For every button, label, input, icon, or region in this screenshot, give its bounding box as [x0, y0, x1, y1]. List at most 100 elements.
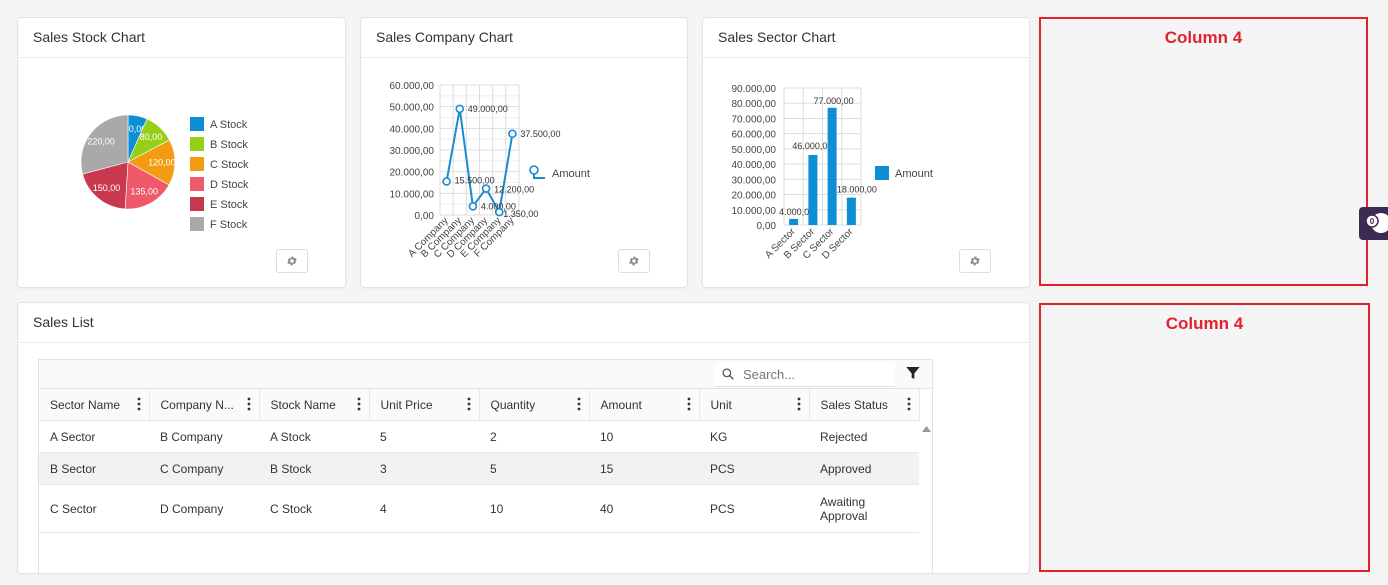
y-tick-label: 0,00 [757, 221, 777, 232]
chart-settings-button[interactable] [959, 249, 991, 273]
y-tick-label: 10.000,00 [732, 206, 777, 217]
search-icon [722, 368, 734, 380]
legend-swatch [190, 197, 204, 211]
data-label: 1.350,00 [503, 209, 538, 219]
data-point [442, 177, 451, 186]
gear-icon [970, 256, 980, 266]
column-menu-icon[interactable] [357, 397, 361, 411]
pie-slice [82, 161, 129, 210]
y-tick-label: 10.000,00 [390, 189, 435, 200]
pie-data-label: 220,00 [87, 136, 115, 146]
data-label: 18.000,00 [837, 185, 877, 195]
data-point [508, 129, 517, 139]
data-point [468, 202, 478, 211]
search-input[interactable] [741, 365, 885, 383]
data-point [455, 104, 465, 114]
column-menu-icon[interactable] [797, 397, 801, 411]
y-tick-label: 60.000,00 [390, 81, 435, 92]
filter-icon[interactable] [905, 365, 921, 381]
legend-marker [529, 165, 539, 175]
card-title: Sales List [18, 303, 1029, 343]
sales-table: Sector Name Company N... Stock Name Unit Pr… [39, 389, 920, 533]
column-header-label: Unit Price [380, 397, 433, 412]
data-label: 15.500,00 [455, 175, 495, 185]
pie-data-label: 50,00 [124, 124, 147, 134]
legend-swatch [190, 217, 204, 231]
y-tick-label: 50.000,00 [390, 103, 435, 114]
column-menu-icon[interactable] [687, 397, 691, 411]
column-header[interactable]: Quantity [479, 389, 590, 421]
chat-bubble-icon: 0 [1365, 213, 1388, 233]
pie-slice [80, 114, 129, 175]
pie-data-label: 135,00 [130, 187, 158, 197]
y-tick-label: 30.000,00 [390, 146, 435, 157]
sales-stock-chart-card: Sales Stock Chart 50,00 80,00 120,00 135,00… [17, 17, 346, 288]
y-tick-label: 60.000,00 [732, 130, 777, 141]
bar-chart: 0,00 10.000,00 20.000,00 30.000,00 40.000,00… [732, 84, 933, 262]
table-row[interactable]: A Sector B Company A Stock 5 2 10 KG Rejected [39, 420, 919, 453]
column-header[interactable]: Company N... [149, 389, 260, 421]
bar [808, 154, 818, 225]
column-header[interactable]: Unit Price [369, 389, 480, 421]
legend-label: D Stock [210, 179, 249, 191]
chart-settings-button[interactable] [276, 249, 308, 273]
legend-swatch [875, 166, 889, 180]
data-label: 49.000,00 [468, 104, 508, 114]
table-cell: C Sector [39, 484, 149, 533]
column-header-label: Quantity [490, 397, 536, 412]
line-chart: 0,00 10.000,00 20.000,00 30.000,00 40.000,00… [390, 81, 590, 260]
column-header-label: Stock Name [270, 397, 336, 412]
y-tick-label: 30.000,00 [732, 175, 777, 186]
legend-label: Amount [895, 168, 933, 180]
legend-label: F Stock [210, 219, 248, 231]
data-label: 46.000,00 [792, 141, 832, 151]
column-header[interactable]: Sector Name [39, 389, 150, 421]
column-menu-icon[interactable] [577, 397, 581, 411]
data-label: 4.000,00 [779, 207, 814, 217]
column-header[interactable]: Sales Status [809, 389, 920, 421]
column-menu-icon[interactable] [137, 397, 141, 411]
data-label: 4.000,00 [481, 201, 516, 211]
table-cell: C Stock [259, 484, 369, 533]
column-header-label: Unit [710, 397, 732, 412]
sales-company-chart-card: Sales Company Chart 0,00 10.000,00 20.000,… [360, 17, 688, 288]
table-cell: 3 [369, 452, 479, 485]
column-menu-icon[interactable] [247, 397, 251, 411]
table-cell: 5 [369, 420, 479, 453]
table-cell: 40 [589, 484, 699, 533]
data-label: 77.000,00 [814, 96, 854, 106]
bar [789, 218, 799, 225]
scroll-up-arrow-icon[interactable] [922, 426, 931, 432]
column4-title: Column 4 [1164, 28, 1243, 47]
legend-swatch [190, 137, 204, 151]
notification-badge: 0 [1370, 217, 1375, 226]
y-tick-label: 20.000,00 [732, 191, 777, 202]
y-tick-label: 40.000,00 [390, 124, 435, 135]
column-header[interactable]: Unit [699, 389, 810, 421]
card-title: Sales Stock Chart [18, 18, 345, 58]
side-chat-widget[interactable]: 0 [1359, 207, 1388, 240]
data-point [481, 184, 491, 193]
legend-label: Amount [552, 168, 590, 180]
column-menu-icon[interactable] [907, 397, 911, 411]
column-header[interactable]: Amount [589, 389, 700, 421]
column4-title: Column 4 [1165, 314, 1244, 333]
bar [846, 197, 856, 225]
card-title: Sales Sector Chart [703, 18, 1029, 58]
column4-bottom-panel: Column 4 [1039, 303, 1370, 572]
table-cell: 15 [589, 452, 699, 485]
table-row[interactable]: C Sector D Company C Stock 4 10 40 PCS Awaiting… [39, 484, 919, 533]
table-cell: D Company [149, 484, 259, 533]
chart-settings-button[interactable] [618, 249, 650, 273]
pie-data-label: 150,00 [93, 183, 121, 193]
card-title: Sales Company Chart [361, 18, 687, 58]
table-cell: 4 [369, 484, 479, 533]
y-tick-label: 70.000,00 [732, 114, 777, 125]
column-menu-icon[interactable] [467, 397, 471, 411]
column-header[interactable]: Stock Name [259, 389, 370, 421]
sales-sector-chart-card: Sales Sector Chart 0,00 10.000,00 20.000,0… [702, 17, 1030, 288]
pie-slice [124, 161, 170, 210]
table-cell: Rejected [809, 420, 919, 453]
search-box[interactable] [715, 362, 895, 387]
table-row[interactable]: B Sector C Company B Stock 3 5 15 PCS Approved [39, 452, 919, 485]
